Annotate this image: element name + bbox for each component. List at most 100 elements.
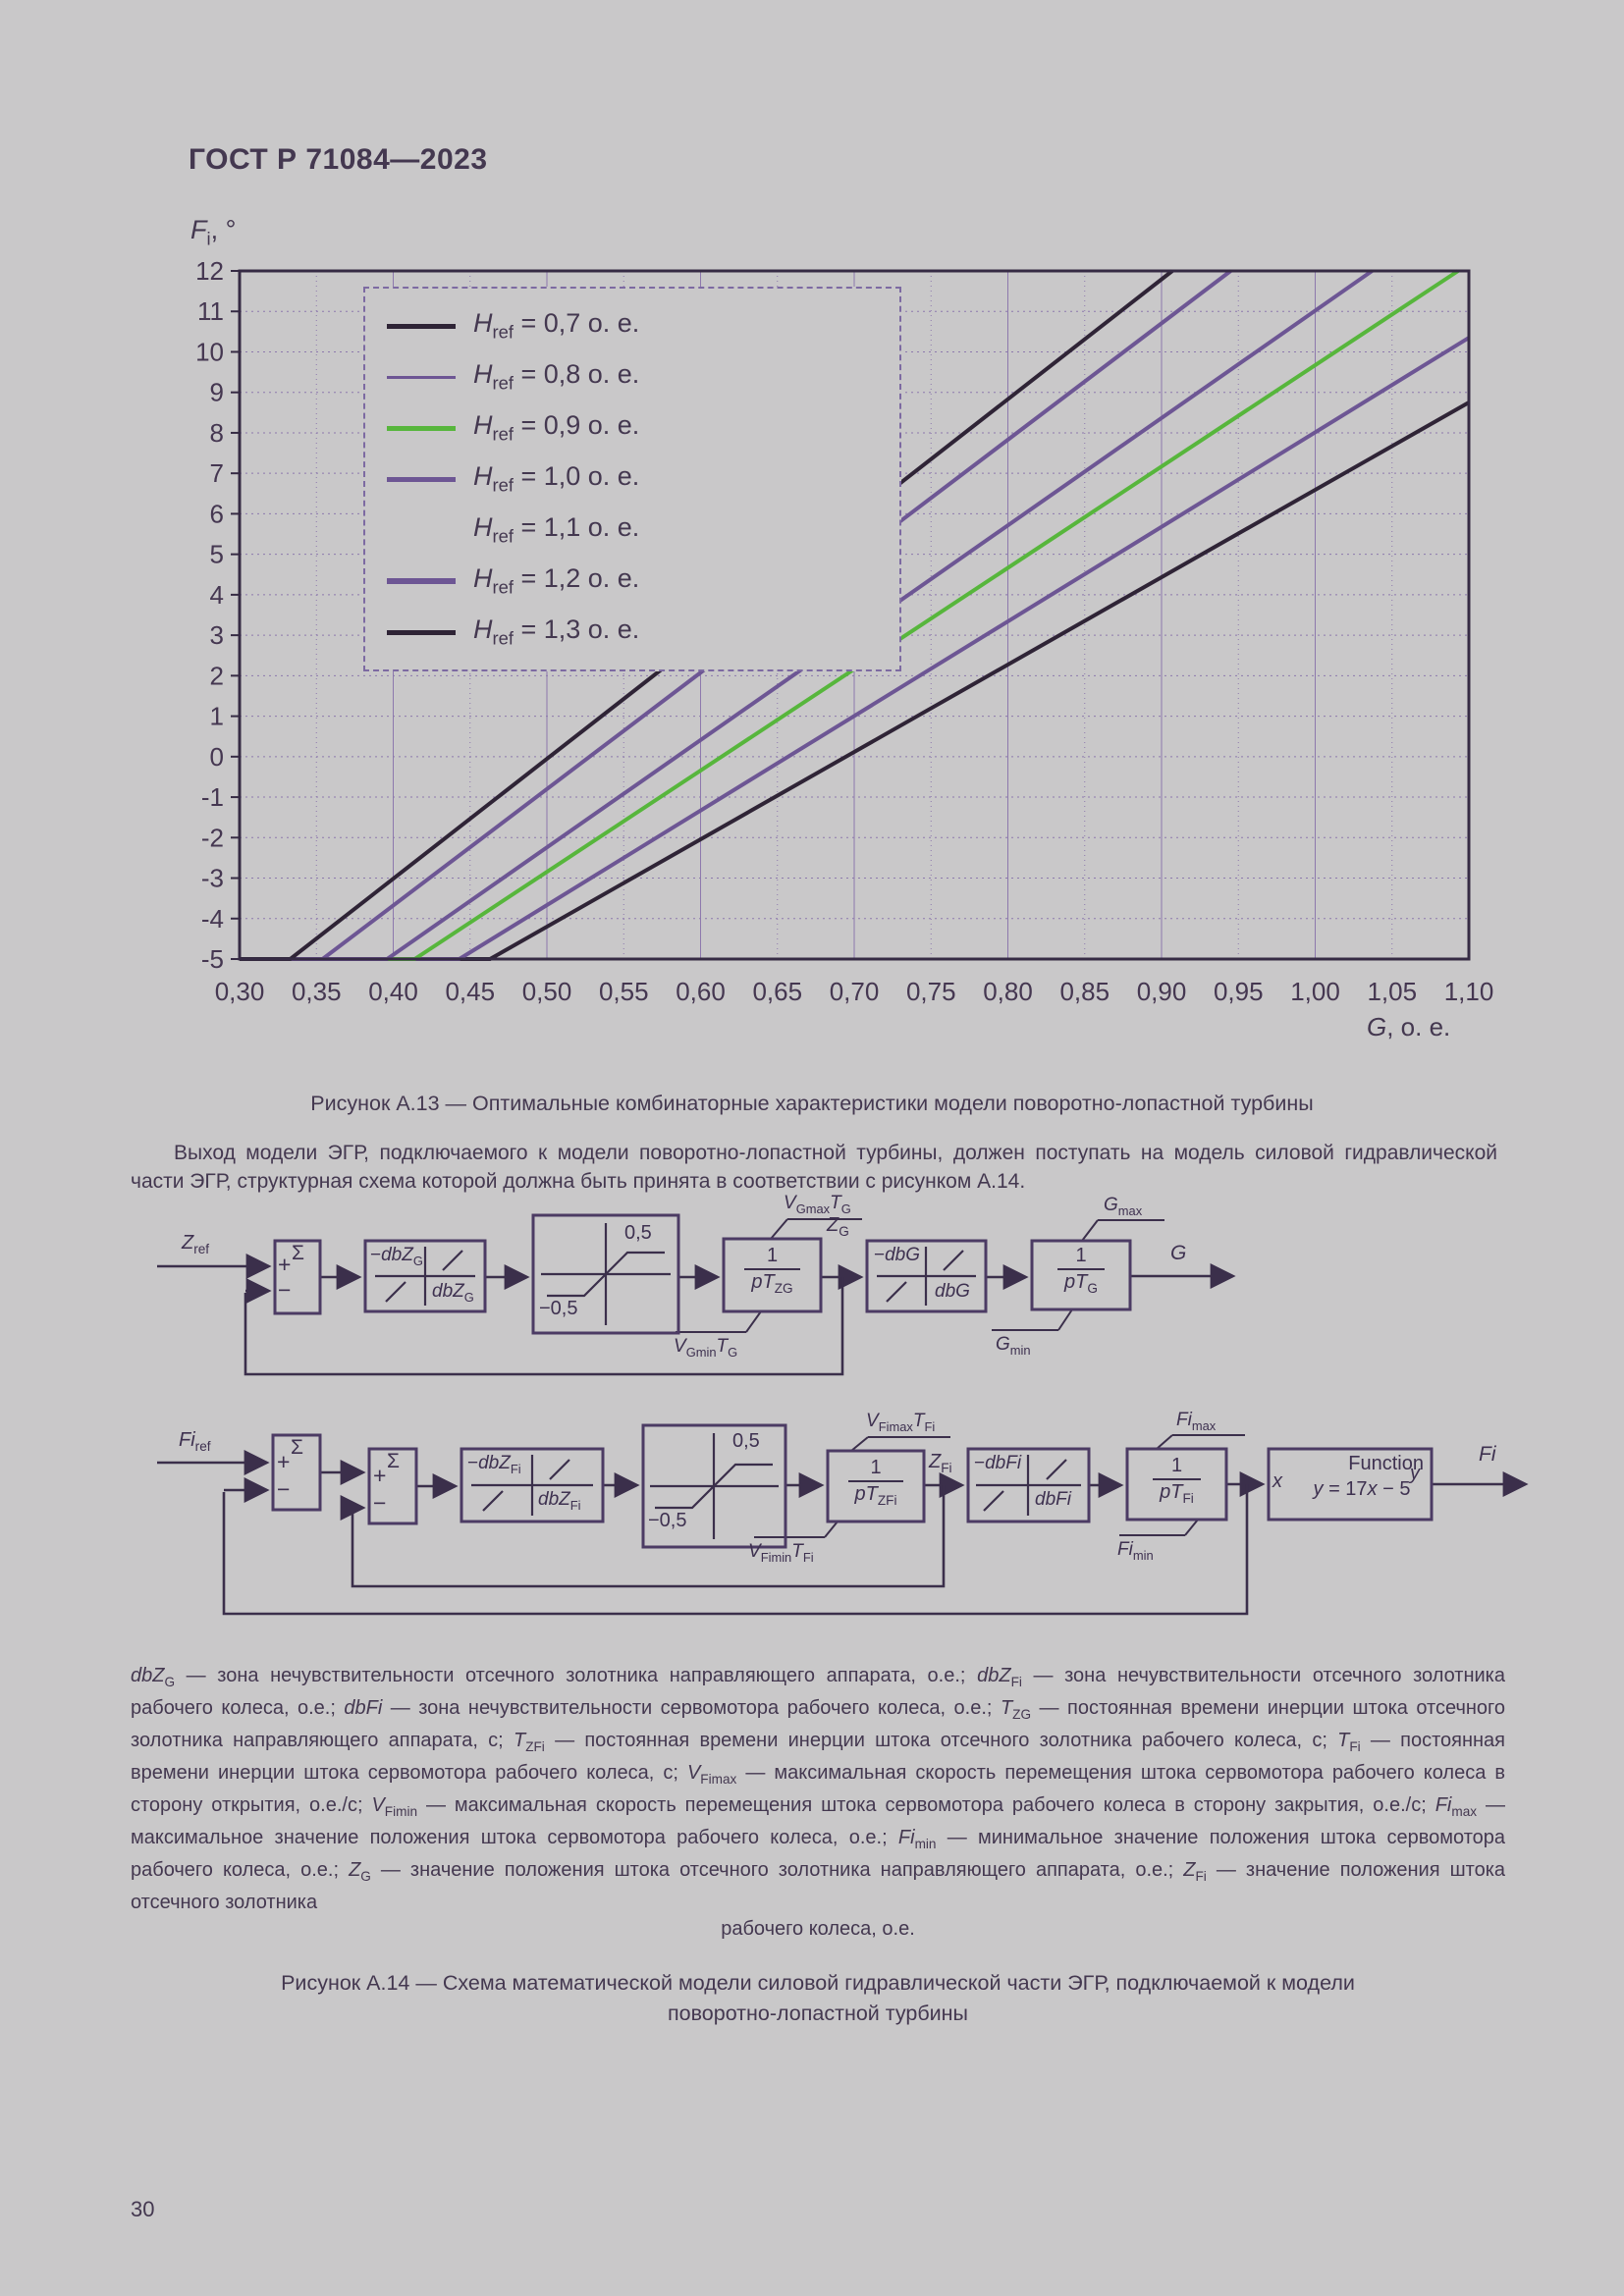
x-tick-label: 0,75 — [906, 977, 956, 1006]
legend-item-1: Href = 0,8 о. е. — [365, 351, 899, 402]
document-header: ГОСТ Р 71084—2023 — [189, 143, 488, 176]
d2-saturation-lower-limit: −0,5 — [648, 1510, 687, 1531]
d1-velocity-min-limit: VGminTG — [674, 1336, 738, 1360]
y-tick-label: 12 — [195, 256, 224, 286]
d2-deadband-neg-label: −dbZFi — [467, 1453, 521, 1476]
x-tick-label: 0,30 — [215, 977, 265, 1006]
d2-deadband2-pos-label: dbFi — [1035, 1489, 1071, 1510]
d2-function-title: Function — [1348, 1453, 1424, 1474]
d1-output-label: G — [1170, 1242, 1187, 1264]
x-tick-label: 1,00 — [1290, 977, 1340, 1006]
y-tick-label: -2 — [201, 823, 224, 852]
legend-label: Href = 1,3 о. е. — [473, 614, 640, 649]
definitions-tail: рабочего колеса, о.е. — [721, 1918, 915, 1940]
diagram-fi-artwork — [157, 1423, 1529, 1616]
d1-gmax-limit: Gmax — [1104, 1195, 1143, 1218]
x-tick-label: 0,50 — [522, 977, 572, 1006]
legend-swatch — [387, 578, 456, 584]
legend-item-2: Href = 0,9 о. е. — [365, 402, 899, 454]
x-tick-label: 0,95 — [1214, 977, 1264, 1006]
d2-velocity-max-limit: VFimaxTFi — [866, 1411, 936, 1434]
d2-integrator-transfer: 1 pTZFi — [833, 1457, 919, 1508]
x-tick-label: 0,40 — [368, 977, 418, 1006]
x-tick-label: 0,45 — [445, 977, 495, 1006]
legend-swatch — [387, 375, 456, 379]
y-tick-label: 9 — [210, 378, 224, 407]
d2-input-label: Firef — [179, 1429, 211, 1454]
x-tick-label: 0,80 — [983, 977, 1033, 1006]
legend-label: Href = 0,7 о. е. — [473, 308, 640, 343]
y-tick-label: 3 — [210, 620, 224, 650]
d2-integrator2-denominator: pTFi — [1153, 1478, 1201, 1506]
legend-swatch — [387, 629, 456, 635]
d2-sum2-plus: + — [373, 1463, 387, 1488]
d2-function-x-port: x — [1272, 1470, 1282, 1492]
d2-deadband-pos-label: dbZFi — [538, 1489, 581, 1513]
y-tick-label: 11 — [197, 296, 224, 326]
d1-sum-symbol: Σ — [292, 1242, 304, 1264]
x-tick-label: 0,35 — [292, 977, 342, 1006]
y-tick-label: 2 — [210, 661, 224, 690]
d2-integrator-numerator: 1 — [870, 1457, 882, 1478]
x-tick-label: 0,65 — [752, 977, 802, 1006]
d2-sum1-plus: + — [277, 1449, 291, 1474]
d1-integrator-transfer: 1 pTZG — [729, 1245, 816, 1296]
figure-a13-caption: Рисунок А.13 — Оптимальные комбинаторные… — [310, 1092, 1314, 1115]
y-tick-label: 8 — [210, 418, 224, 448]
d2-integrator-denominator: pTZFi — [847, 1480, 904, 1508]
y-tick-label: 4 — [210, 580, 224, 610]
d1-integrator-denominator: pTZG — [744, 1268, 800, 1296]
d1-deadband-neg-label: −dbZG — [370, 1245, 423, 1268]
legend-label: Href = 0,9 о. е. — [473, 410, 640, 445]
d2-sum1-symbol: Σ — [291, 1436, 303, 1459]
d2-fimin-limit: Fimin — [1117, 1539, 1154, 1563]
legend-swatch — [387, 323, 456, 329]
legend-item-0: Href = 0,7 о. е. — [365, 300, 899, 351]
y-tick-label: -3 — [201, 864, 224, 893]
body-paragraph: Выход модели ЭГР, подключаемого к модели… — [131, 1142, 1497, 1193]
d2-sum1-minus: − — [277, 1476, 291, 1502]
d1-gmin-limit: Gmin — [996, 1334, 1031, 1358]
y-tick-label: 10 — [195, 337, 224, 366]
legend-label: Href = 1,2 о. е. — [473, 563, 640, 598]
x-tick-label: 0,90 — [1137, 977, 1187, 1006]
d1-saturation-lower-limit: −0,5 — [539, 1298, 578, 1319]
x-tick-label: 1,05 — [1367, 977, 1417, 1006]
d1-velocity-max-limit: VGmaxTG — [784, 1193, 851, 1216]
d2-velocity-min-limit: VFiminTFi — [748, 1541, 814, 1565]
d2-output-label: Fi — [1479, 1443, 1496, 1466]
diagram-g-artwork — [157, 1213, 1236, 1376]
chart-legend: Href = 0,7 о. е. Href = 0,8 о. е. Href = 0… — [363, 287, 901, 671]
legend-label: Href = 1,1 о. е. — [473, 512, 640, 547]
legend-swatch — [387, 425, 456, 431]
d1-minus-sign: − — [278, 1277, 292, 1303]
x-tick-label: 0,85 — [1059, 977, 1110, 1006]
x-axis-label: G, о. е. — [1367, 1012, 1451, 1041]
d2-deadband2-neg-label: −dbFi — [974, 1453, 1022, 1473]
y-tick-label: 0 — [210, 742, 224, 772]
d1-saturation-upper-limit: 0,5 — [624, 1222, 652, 1244]
d1-deadband-pos-label: dbZG — [432, 1281, 474, 1305]
d2-sum2-minus: − — [373, 1490, 387, 1516]
d2-fimax-limit: Fimax — [1176, 1410, 1217, 1433]
d1-deadband2-neg-label: −dbG — [874, 1245, 921, 1265]
definitions-block: dbZG — зона нечувствительности отсечного… — [131, 1663, 1505, 2029]
d2-saturation-upper-limit: 0,5 — [732, 1430, 760, 1452]
y-tick-label: -1 — [201, 782, 224, 812]
d1-integrator2-denominator: pTG — [1057, 1268, 1105, 1296]
d2-zfi-signal-label: ZFi — [929, 1451, 952, 1475]
y-axis-label: Fi, ° — [190, 215, 237, 249]
legend-swatch — [387, 476, 456, 482]
figure-a14-caption: Рисунок А.14 — Схема математической моде… — [281, 1971, 1355, 2025]
y-tick-label: -4 — [201, 904, 224, 934]
d1-integrator2-transfer: 1 pTG — [1037, 1245, 1125, 1296]
d1-deadband2-pos-label: dbG — [935, 1281, 970, 1302]
d1-integrator2-numerator: 1 — [1075, 1245, 1087, 1266]
diagram-fi-channel: Firef Σ + − Σ + − −dbZFi dbZFi 0,5 −0,5 … — [128, 1410, 1551, 1644]
y-tick-label: 5 — [210, 540, 224, 569]
page-number: 30 — [131, 2197, 155, 2221]
d2-integrator2-transfer: 1 pTFi — [1133, 1455, 1220, 1506]
d2-sum2-symbol: Σ — [387, 1450, 400, 1472]
